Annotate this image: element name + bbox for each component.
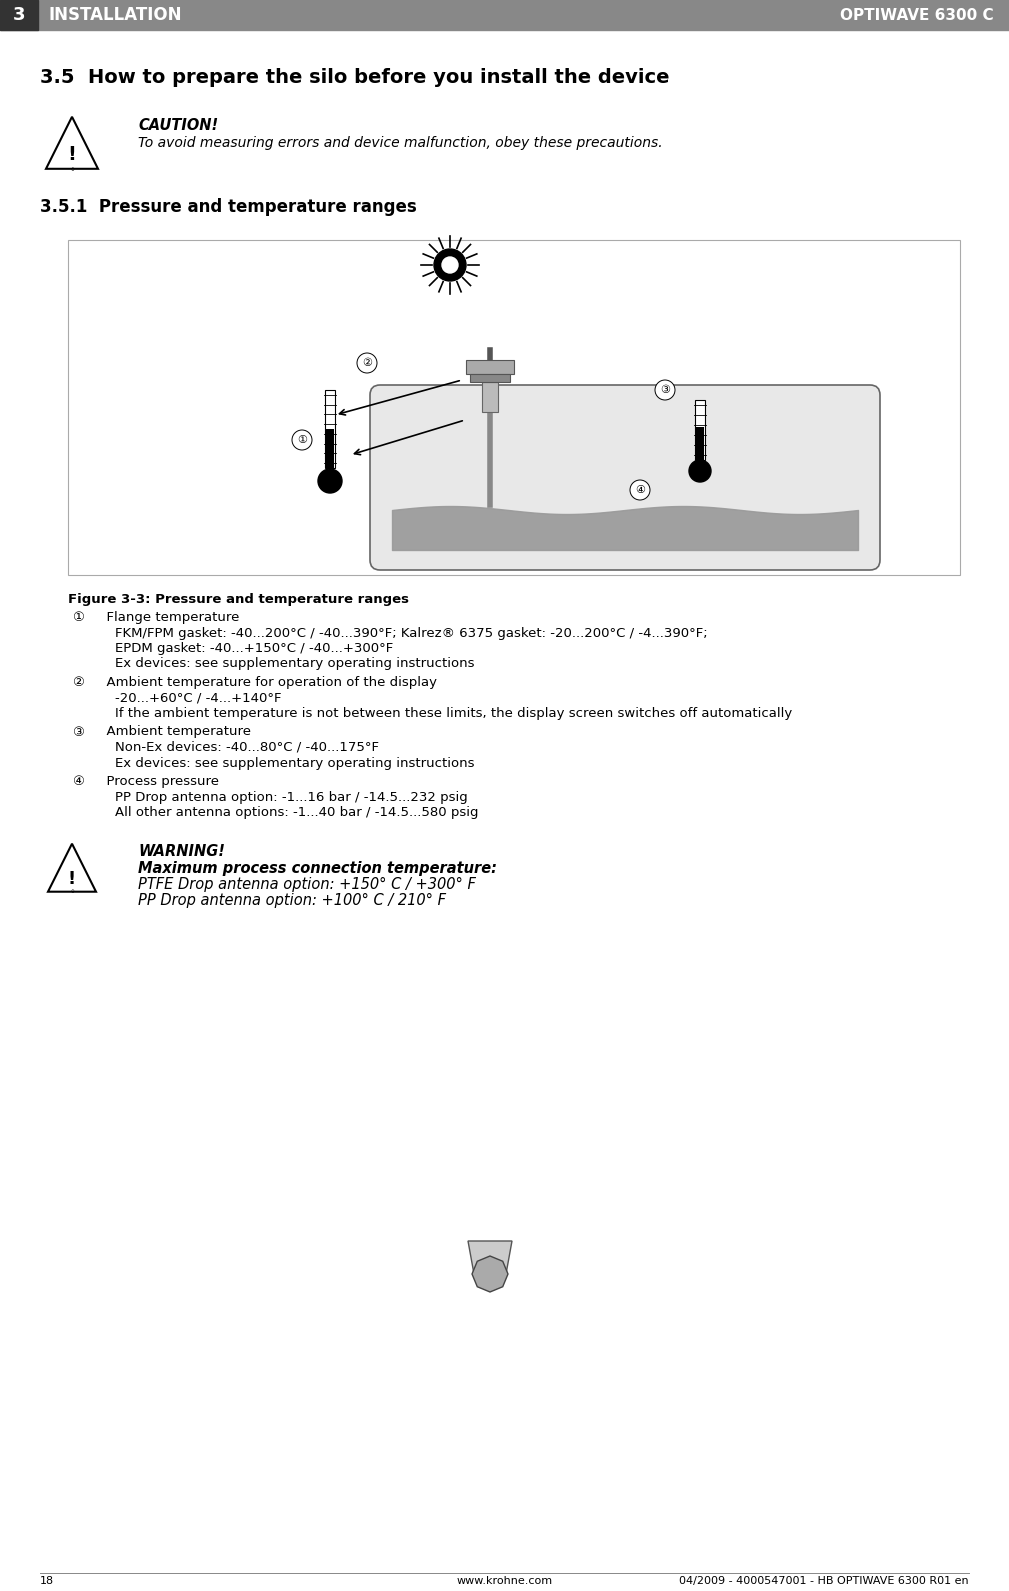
Circle shape xyxy=(689,460,711,482)
Text: ①: ① xyxy=(297,434,307,445)
Text: !: ! xyxy=(68,145,77,164)
Text: !: ! xyxy=(68,870,76,888)
Text: ④: ④ xyxy=(72,775,84,788)
Circle shape xyxy=(357,353,377,372)
Bar xyxy=(326,430,334,468)
Bar xyxy=(466,360,514,374)
Text: 3.5  How to prepare the silo before you install the device: 3.5 How to prepare the silo before you i… xyxy=(40,68,670,88)
Text: ◦: ◦ xyxy=(70,165,75,175)
Text: 3: 3 xyxy=(13,6,25,24)
Text: 18: 18 xyxy=(40,1577,54,1586)
Text: Ambient temperature for operation of the display: Ambient temperature for operation of the… xyxy=(98,676,437,689)
Circle shape xyxy=(292,430,312,450)
Text: PTFE Drop antenna option: +150° C / +300° F: PTFE Drop antenna option: +150° C / +300… xyxy=(138,877,476,891)
Circle shape xyxy=(318,469,342,493)
Text: Process pressure: Process pressure xyxy=(98,775,219,788)
Text: If the ambient temperature is not between these limits, the display screen switc: If the ambient temperature is not betwee… xyxy=(98,706,792,721)
Text: To avoid measuring errors and device malfunction, obey these precautions.: To avoid measuring errors and device mal… xyxy=(138,135,663,150)
Text: ◦: ◦ xyxy=(70,888,75,897)
Bar xyxy=(470,374,510,382)
Text: ①: ① xyxy=(72,611,84,624)
Text: WARNING!: WARNING! xyxy=(138,845,225,859)
Bar xyxy=(68,240,960,574)
Circle shape xyxy=(655,380,675,399)
Text: Ex devices: see supplementary operating instructions: Ex devices: see supplementary operating … xyxy=(98,756,474,770)
Polygon shape xyxy=(468,1241,512,1274)
Text: OPTIWAVE 6300 C: OPTIWAVE 6300 C xyxy=(840,8,994,22)
Bar xyxy=(0,0,1009,30)
Text: PP Drop antenna option: -1...16 bar / -14.5...232 psig: PP Drop antenna option: -1...16 bar / -1… xyxy=(98,791,468,803)
Bar xyxy=(325,390,335,468)
Circle shape xyxy=(442,258,458,274)
Text: Figure 3-3: Pressure and temperature ranges: Figure 3-3: Pressure and temperature ran… xyxy=(68,593,409,606)
Bar xyxy=(482,382,498,412)
Text: Non-Ex devices: -40...80°C / -40...175°F: Non-Ex devices: -40...80°C / -40...175°F xyxy=(98,741,379,754)
Text: ③: ③ xyxy=(660,385,670,395)
Text: INSTALLATION: INSTALLATION xyxy=(48,6,182,24)
Text: ④: ④ xyxy=(635,485,645,495)
Text: Ex devices: see supplementary operating instructions: Ex devices: see supplementary operating … xyxy=(98,657,474,670)
Text: CAUTION!: CAUTION! xyxy=(138,118,218,134)
Polygon shape xyxy=(472,1255,508,1292)
Bar xyxy=(695,399,705,460)
Circle shape xyxy=(630,480,650,500)
FancyBboxPatch shape xyxy=(370,385,880,570)
Text: Flange temperature: Flange temperature xyxy=(98,611,239,624)
Text: 04/2009 - 4000547001 - HB OPTIWAVE 6300 R01 en: 04/2009 - 4000547001 - HB OPTIWAVE 6300 … xyxy=(679,1577,969,1586)
Text: Maximum process connection temperature:: Maximum process connection temperature: xyxy=(138,861,497,875)
Text: ②: ② xyxy=(362,358,372,368)
Text: Ambient temperature: Ambient temperature xyxy=(98,725,251,738)
Text: -20...+60°C / -4...+140°F: -20...+60°C / -4...+140°F xyxy=(98,692,282,705)
Bar xyxy=(0,0,38,30)
Text: www.krohne.com: www.krohne.com xyxy=(456,1577,553,1586)
Bar xyxy=(696,426,704,460)
Text: FKM/FPM gasket: -40...200°C / -40...390°F; Kalrez® 6375 gasket: -20...200°C / -4: FKM/FPM gasket: -40...200°C / -40...390°… xyxy=(98,627,707,640)
Text: ③: ③ xyxy=(72,725,84,738)
Text: ②: ② xyxy=(72,676,84,689)
Text: 3.5.1  Pressure and temperature ranges: 3.5.1 Pressure and temperature ranges xyxy=(40,197,417,216)
Circle shape xyxy=(434,250,466,282)
Text: PP Drop antenna option: +100° C / 210° F: PP Drop antenna option: +100° C / 210° F xyxy=(138,893,446,907)
Text: EPDM gasket: -40...+150°C / -40...+300°F: EPDM gasket: -40...+150°C / -40...+300°F xyxy=(98,643,394,655)
Text: All other antenna options: -1...40 bar / -14.5...580 psig: All other antenna options: -1...40 bar /… xyxy=(98,807,478,819)
